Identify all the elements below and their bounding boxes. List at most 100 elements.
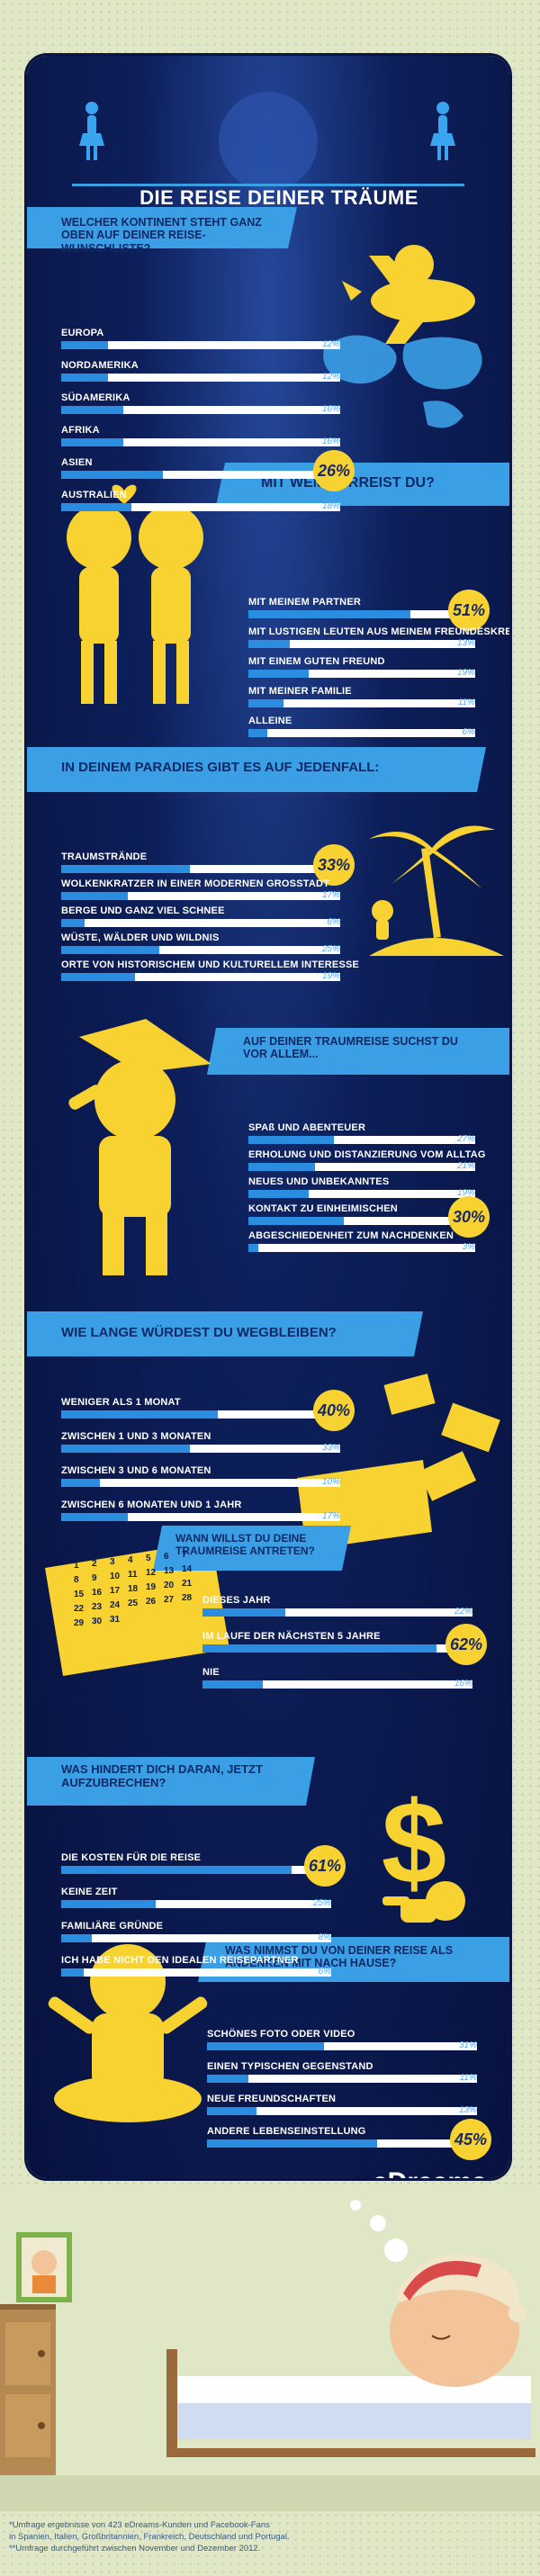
calendar-day: 3: [110, 1557, 115, 1567]
bar-track: [61, 374, 340, 382]
bar-row: NEUES UND UNBEKANNTES 19%: [248, 1176, 475, 1200]
bar-fill: [61, 1934, 92, 1942]
flying-papers-icon: [383, 1374, 500, 1501]
bar-track: [61, 865, 340, 873]
bar-fill: [61, 1513, 128, 1521]
bar-label: KONTAKT ZU EINHEIMISCHEN: [248, 1203, 398, 1214]
ribbon-section-6: [153, 1526, 351, 1571]
question-duration: WIE LANGE WÜRDEST DU WEGBLEIBEN?: [61, 1325, 337, 1340]
highlight-value-bubble: 45%: [450, 2119, 491, 2160]
calendar-day: 12: [146, 1568, 157, 1578]
bar-track: [202, 1608, 472, 1617]
bar-value-label: 12%: [321, 372, 340, 382]
bar-fill: [207, 2139, 377, 2148]
bar-label: EINEN TYPISCHEN GEGENSTAND: [207, 2061, 374, 2072]
hula-dancer-left-icon: [79, 102, 104, 160]
bar-track: [61, 1866, 331, 1874]
question-seek: AUF DEINER TRAUMREISE SUCHST DU VOR ALLE…: [243, 1035, 458, 1061]
ribbon-section-3: [27, 747, 486, 792]
bar-label: NEUE FREUNDSCHAFTEN: [207, 2094, 337, 2104]
bar-fill: [61, 438, 124, 446]
bar-row: NIE 16%: [202, 1667, 472, 1690]
infographic-panel: $ DIE REISE DEINER TRÄUME WELCHER KONTIN…: [27, 56, 509, 2178]
bar-row: KONTAKT ZU EINHEIMISCHEN 30%: [248, 1196, 490, 1238]
highlight-value-bubble: 51%: [448, 590, 490, 631]
bar-fill: [248, 640, 290, 648]
bar-track: [207, 2107, 477, 2115]
bar-label: WÜSTE, WÄLDER UND WILDNIS: [61, 932, 220, 943]
bar-value-label: 6%: [462, 727, 475, 737]
world-map-icon: [323, 335, 482, 428]
question-souvenir: WAS NIMMST DU VON DEINER REISE ALS ANDEN…: [225, 1944, 454, 1970]
bar-fill: [248, 1190, 310, 1198]
bar-row: ICH HABE NICHT DEN IDEALEN REISEPARTNER 6…: [61, 1955, 331, 1978]
bar-label: NORDAMERIKA: [61, 360, 139, 371]
calendar-day: 4: [128, 1555, 133, 1565]
bar-fill: [61, 973, 136, 981]
bar-row: NORDAMERIKA 12%: [61, 360, 340, 383]
bar-row: IM LAUFE DER NÄCHSTEN 5 JAHRE 62%: [202, 1624, 487, 1665]
bar-label: ERHOLUNG UND DISTANZIERUNG VOM ALLTAG: [248, 1149, 486, 1160]
bar-track: [61, 471, 340, 479]
bar-value-label: 19%: [456, 1188, 475, 1198]
meditating-person-icon: [48, 1944, 208, 2122]
footnote: *Umfrage ergebnisse von 423 eDreams-Kund…: [9, 2520, 531, 2554]
bar-track: [61, 973, 340, 981]
title-underline: [72, 184, 464, 186]
bar-label: SPAß UND ABENTEUER: [248, 1122, 366, 1133]
airplane-icon: [342, 245, 475, 344]
bar-track: [248, 1217, 475, 1225]
calendar-day: 19: [146, 1582, 157, 1592]
calendar-day: 11: [128, 1570, 138, 1580]
bar-fill: [202, 1644, 437, 1653]
moon-icon: [219, 92, 318, 191]
bar-track: [202, 1680, 472, 1689]
bar-row: MIT EINEM GUTEN FREUND 19%: [248, 656, 475, 680]
edreams-logo: eDreams: [373, 2167, 487, 2178]
bar-fill: [248, 729, 268, 737]
bar-label: BERGE UND GANZ VIEL SCHNEE: [61, 905, 225, 916]
bar-value-label: 22%: [454, 1607, 472, 1617]
bar-label: ZWISCHEN 1 UND 3 MONATEN: [61, 1431, 212, 1442]
bar-value-label: 25%: [312, 1898, 331, 1908]
bar-row: WOLKENKRATZER IN EINER MODERNEN GROSSTAD…: [61, 878, 340, 902]
calendar-day: 15: [74, 1590, 85, 1599]
calendar-day: 22: [74, 1604, 85, 1614]
calendar-day: 24: [110, 1600, 121, 1610]
calendar-day: 28: [182, 1593, 193, 1603]
bar-track: [61, 1445, 340, 1453]
bar-track: [207, 2139, 477, 2148]
bar-label: NIE: [202, 1667, 220, 1678]
footnote-line-3: **Umfrage durchgeführt zwischen November…: [9, 2543, 261, 2553]
thought-bubbles-icon: [350, 2200, 408, 2262]
bar-value-label: 3%: [462, 1242, 475, 1252]
bar-value-label: 17%: [321, 890, 340, 900]
bar-label: ICH HABE NICHT DEN IDEALEN REISEPARTNER: [61, 1955, 299, 1966]
bar-label: MIT MEINER FAMILIE: [248, 686, 352, 697]
bar-value-label: 16%: [454, 1679, 472, 1689]
bed-icon: [166, 2349, 536, 2457]
calendar-day: 27: [164, 1595, 175, 1605]
bar-value-label: 8%: [318, 1932, 331, 1942]
calendar-day: 31: [110, 1615, 121, 1625]
bar-track: [248, 610, 475, 618]
bar-label: TRAUMSTRÄNDE: [61, 851, 148, 862]
bar-row: ZWISCHEN 3 UND 6 MONATEN 10%: [61, 1465, 340, 1489]
ribbon-section-7: [27, 1757, 315, 1806]
bar-track: [248, 1244, 475, 1252]
bar-row: AUSTRALIEN 18%: [61, 490, 340, 513]
bar-fill: [61, 406, 124, 414]
bar-value-label: 18%: [321, 501, 340, 511]
highlight-value-bubble: 40%: [313, 1390, 355, 1431]
bar-fill: [61, 374, 109, 382]
highlight-value-bubble: 61%: [304, 1845, 346, 1887]
bar-fill: [61, 1900, 156, 1908]
calendar-day: 7: [182, 1550, 187, 1560]
calendar-day: 29: [74, 1618, 85, 1628]
bar-label: AUSTRALIEN: [61, 490, 127, 500]
bar-fill: [61, 946, 159, 954]
bar-row: MIT MEINER FAMILIE 11%: [248, 686, 475, 709]
footnote-line-1: *Umfrage ergebnisse von 423 eDreams-Kund…: [9, 2520, 270, 2530]
bar-row: DIESES JAHR 22%: [202, 1595, 472, 1618]
bar-value-label: 25%: [321, 944, 340, 954]
